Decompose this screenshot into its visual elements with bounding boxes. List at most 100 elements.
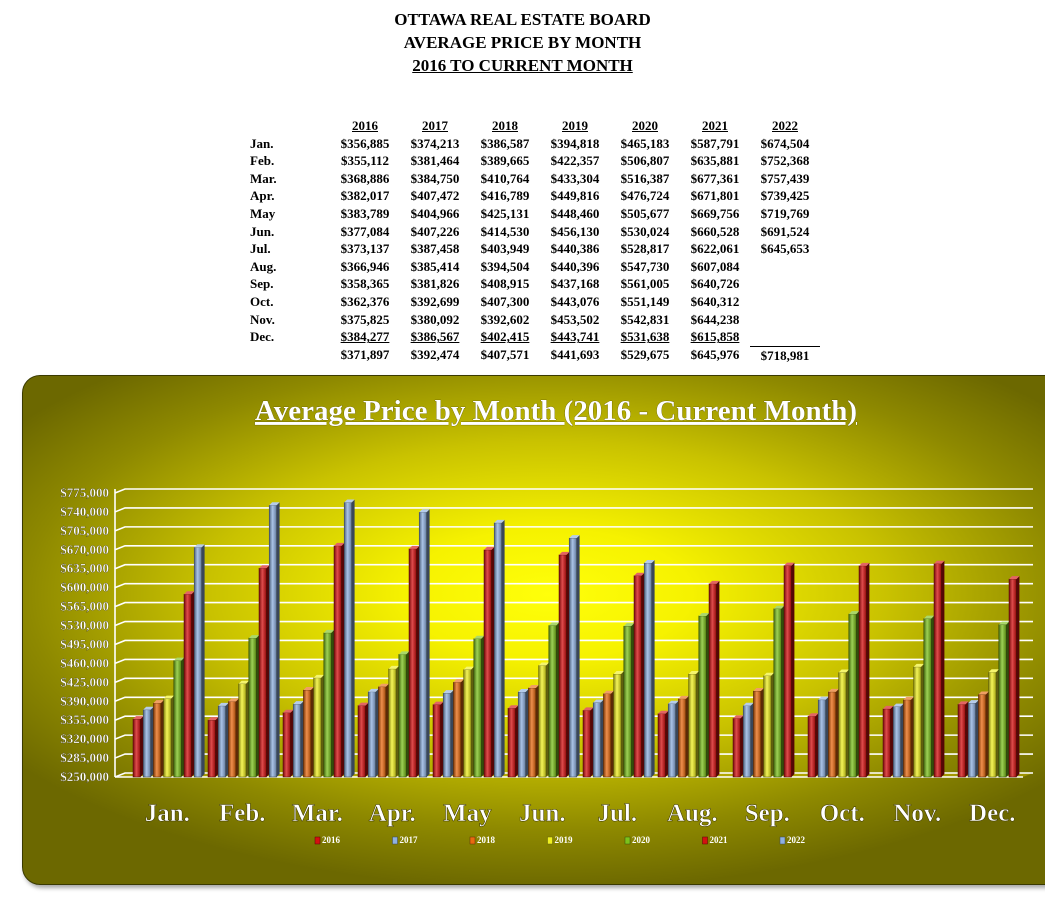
price-cell: $380,092	[410, 311, 460, 327]
bar	[698, 615, 707, 778]
bar-side	[501, 519, 505, 777]
bar-top	[903, 696, 914, 700]
price-cell: $368,886	[340, 170, 390, 186]
bar-top	[228, 698, 239, 702]
price-cell: $392,602	[480, 311, 530, 327]
totals-row: $371,897 $392,474 $407,571 $441,693 $529,675…	[250, 346, 820, 364]
table-row: Sep. $358,365 $381,826 $408,915 $437,168 $561…	[250, 275, 820, 293]
bar-top	[484, 546, 495, 550]
bar-top	[528, 684, 539, 688]
price-cell	[750, 328, 820, 347]
bar-top	[238, 680, 249, 684]
bar	[933, 563, 942, 778]
legend-label: 2017	[400, 835, 419, 845]
bar-top	[473, 635, 485, 639]
bar-top	[658, 710, 669, 714]
price-cell: $640,312	[690, 293, 740, 309]
header-line-2: AVERAGE PRICE BY MONTH	[403, 33, 642, 52]
bar-top	[773, 605, 785, 609]
bar	[657, 713, 666, 778]
price-cell: $384,277	[340, 329, 390, 345]
bar	[398, 654, 407, 778]
price-cell: $551,149	[620, 293, 670, 309]
bar-top	[668, 700, 679, 704]
legend-swatch	[779, 836, 786, 845]
bar	[418, 511, 427, 778]
month-label-cell: Feb.	[250, 153, 275, 169]
price-cell: $374,213	[410, 135, 460, 151]
price-cell: $635,881	[690, 153, 740, 169]
x-category-label: Oct.	[820, 800, 865, 827]
bar	[783, 565, 792, 778]
bar-top	[988, 669, 999, 673]
x-category-label: Nov.	[893, 800, 941, 827]
table-row: Mar. $368,886 $384,750 $410,764 $433,304 $516…	[250, 170, 820, 188]
table-row: Jan. $356,885 $374,213 $386,587 $394,818 $465…	[250, 135, 820, 153]
legend-label: 2022	[787, 835, 806, 845]
table-row: Aug. $366,946 $385,414 $394,504 $440,396 $547…	[250, 258, 820, 276]
bar-side	[641, 572, 645, 777]
x-category-label: Apr.	[369, 800, 416, 827]
bar-side	[965, 701, 969, 777]
price-cell: $669,756	[690, 205, 740, 221]
bar-side	[256, 635, 260, 777]
total-cell: $392,474	[410, 347, 460, 363]
totals-label-cell	[250, 346, 330, 364]
table-row: Feb. $355,112 $381,464 $389,665 $422,357 $506…	[250, 152, 820, 170]
x-category-label: Jan.	[145, 800, 190, 827]
bar-side	[890, 705, 894, 777]
bar-side	[460, 679, 464, 777]
bar	[603, 693, 612, 778]
legend-swatch	[702, 836, 708, 845]
price-cell	[750, 293, 820, 311]
price-cell: $587,791	[690, 135, 740, 151]
year-header-cell: 2020	[632, 118, 658, 133]
price-cell: $440,396	[550, 258, 600, 274]
price-cell: $422,357	[550, 153, 600, 169]
bar-top	[923, 615, 935, 619]
bar	[238, 683, 247, 778]
bar-top	[269, 502, 280, 506]
table-row: Jun. $377,084 $407,226 $414,530 $456,130 $530…	[250, 223, 820, 241]
month-label-cell: Dec.	[250, 329, 275, 345]
bar-top	[743, 702, 754, 706]
price-cell: $530,024	[620, 223, 670, 239]
price-cell: $373,137	[340, 241, 390, 257]
bar-side	[416, 545, 420, 777]
price-cell: $615,858	[690, 329, 740, 345]
bar-top	[538, 662, 549, 666]
bar	[132, 718, 141, 778]
x-category-label: May	[443, 800, 492, 827]
bar	[258, 568, 267, 778]
price-cell: $425,131	[480, 205, 530, 221]
bar-top	[678, 695, 689, 699]
bar-side	[300, 701, 304, 777]
price-cell	[750, 311, 820, 329]
bar-side	[181, 657, 185, 777]
bar-top	[518, 688, 529, 692]
bar	[623, 625, 632, 778]
bar-top	[334, 542, 345, 546]
bar-side	[426, 509, 430, 777]
price-cell: $381,464	[410, 153, 460, 169]
bar-side	[781, 605, 785, 777]
bar-side	[685, 695, 689, 777]
bar-side	[365, 702, 369, 777]
bar	[367, 691, 376, 778]
bar	[903, 699, 912, 778]
bar-top	[344, 499, 355, 503]
bar-top	[283, 709, 294, 713]
bar-top	[248, 635, 260, 639]
x-category-label: Aug.	[667, 800, 718, 827]
bar-top	[848, 611, 860, 615]
price-cell: $677,361	[690, 170, 740, 186]
bar-top	[508, 705, 519, 709]
bar	[163, 698, 172, 778]
bar	[1008, 578, 1017, 778]
price-cell: $403,949	[480, 241, 530, 257]
bar-top	[644, 559, 655, 563]
price-cell: $402,415	[480, 329, 530, 345]
gridline	[114, 639, 1033, 646]
bar-top	[259, 565, 270, 569]
bar-top	[194, 544, 205, 548]
